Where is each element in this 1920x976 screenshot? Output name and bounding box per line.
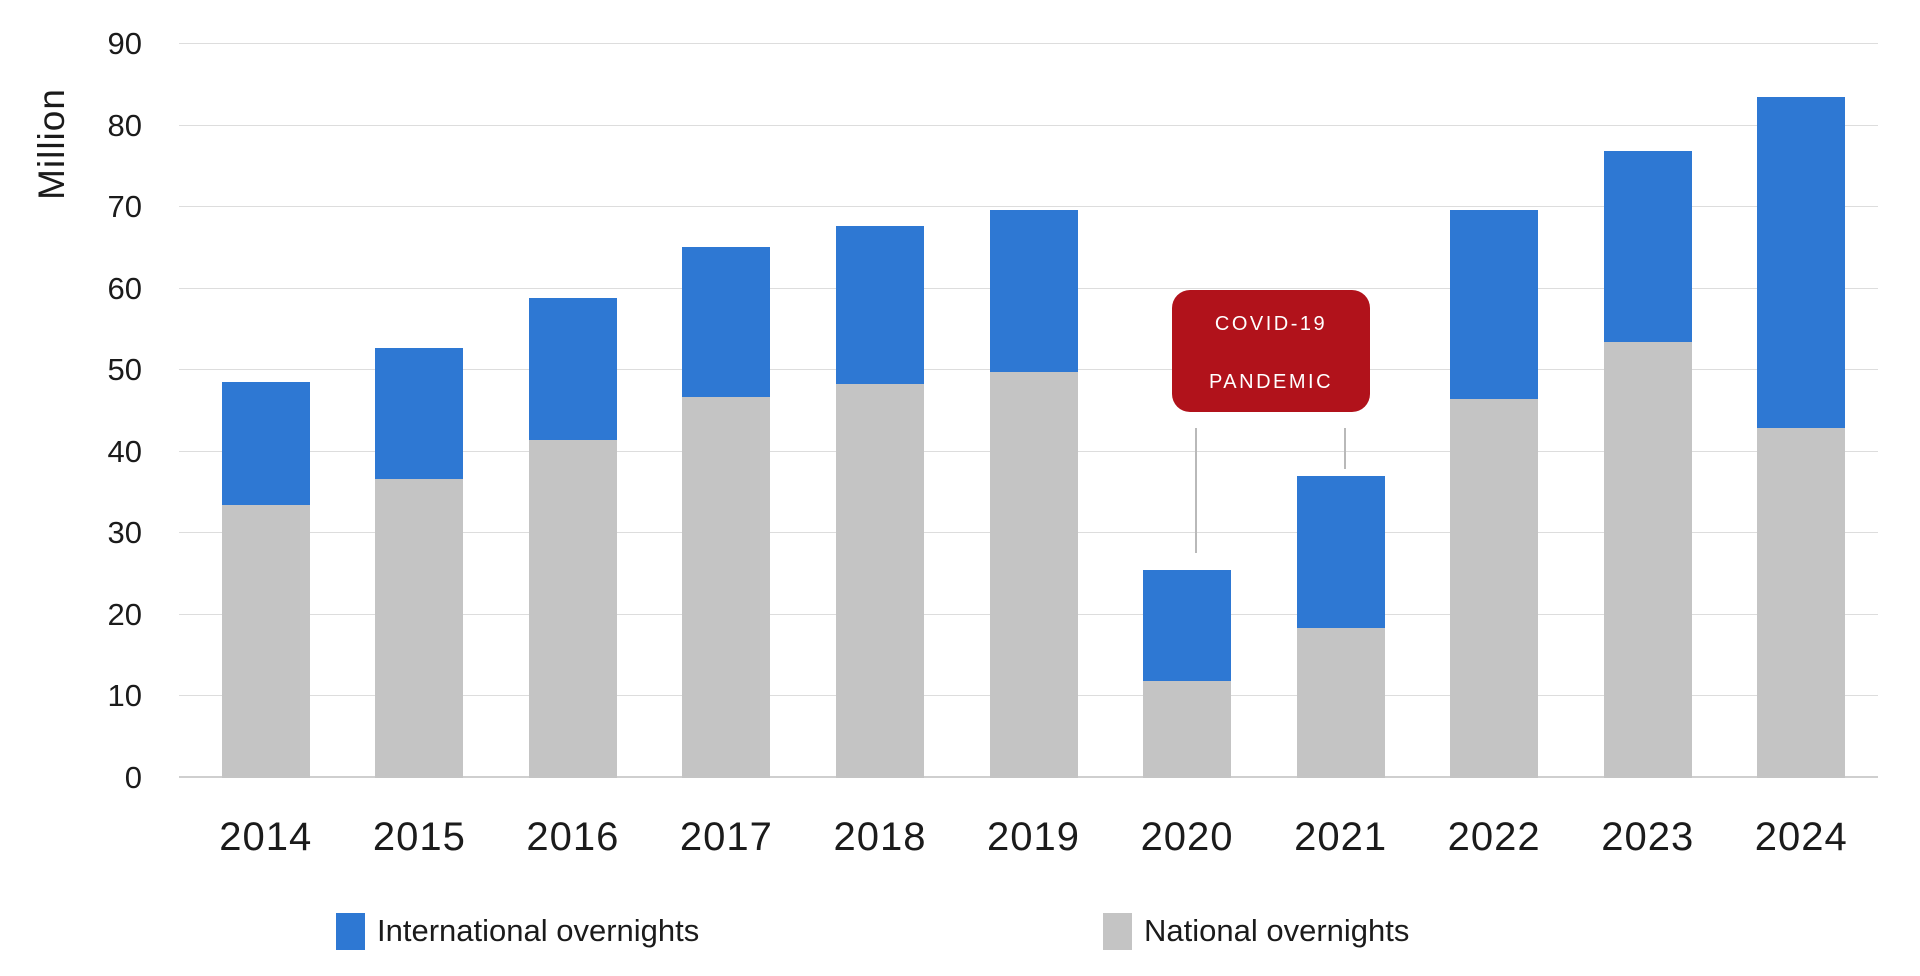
covid-annotation-box: COVID-19 PANDEMIC: [1172, 290, 1370, 412]
x-tick-label-2015: 2015: [372, 814, 466, 859]
bar-band-2014: [189, 44, 343, 778]
bar-2016-international-segment: [528, 297, 617, 440]
stacked-bar-2016: [528, 297, 617, 778]
x-tick-label-2023: 2023: [1601, 814, 1695, 859]
bar-band-2016: [496, 44, 650, 778]
x-axis-tick-labels: 2014 2015 2016 2017 2018 2019 2020 2021 2022 2023…: [189, 806, 1878, 868]
x-tick-label-2020: 2020: [1140, 814, 1234, 859]
bar-2014-international-segment: [221, 382, 310, 505]
bar-2015-international-segment: [375, 348, 464, 479]
bar-2016-national-segment: [528, 439, 617, 778]
bar-2022-national-segment: [1450, 398, 1539, 778]
x-tick-label-2017: 2017: [679, 814, 773, 859]
x-tick-label-2024: 2024: [1754, 814, 1848, 859]
stacked-bar-2015: [375, 348, 464, 778]
y-tick-label-80: 80: [107, 107, 142, 143]
gridline-90: [179, 43, 1878, 44]
stacked-bar-2018: [835, 225, 924, 778]
plot-area: [179, 43, 1878, 778]
bar-2021-national-segment: [1296, 627, 1385, 778]
bar-band-2020: [1110, 44, 1264, 778]
bar-band-2021: [1264, 44, 1418, 778]
y-tick-label-10: 10: [107, 678, 142, 714]
y-tick-label-30: 30: [107, 515, 142, 551]
stacked-bar-2023: [1603, 150, 1692, 778]
bar-2017-international-segment: [682, 247, 771, 398]
legend-swatch-international: [336, 912, 365, 950]
stacked-bar-2020: [1143, 570, 1232, 778]
legend-label-national: National overnights: [1144, 913, 1410, 948]
stacked-bar-2022: [1450, 210, 1539, 778]
y-tick-label-40: 40: [107, 433, 142, 469]
covid-leader-line-2021: [1344, 428, 1346, 469]
bar-2023-national-segment: [1603, 341, 1692, 778]
legend-item-international: International overnights: [336, 912, 699, 950]
covid-annotation-line-1: COVID-19: [1214, 313, 1328, 335]
stacked-bar-2019: [989, 209, 1078, 778]
bar-2019-national-segment: [989, 371, 1078, 778]
legend-item-national: National overnights: [1103, 912, 1409, 950]
bar-2021-international-segment: [1296, 476, 1385, 628]
bar-2015-national-segment: [375, 478, 464, 778]
stacked-bar-2014: [221, 382, 310, 778]
stacked-bar-2021: [1296, 476, 1385, 778]
bar-2024-international-segment: [1757, 97, 1846, 429]
covid-leader-line-2020: [1195, 428, 1197, 553]
gridline-80: [179, 124, 1878, 126]
x-tick-label-2022: 2022: [1447, 814, 1541, 859]
stacked-bar-2024: [1757, 97, 1846, 778]
bar-2017-national-segment: [682, 397, 771, 778]
bar-2023-international-segment: [1603, 150, 1692, 342]
gridline-70: [179, 206, 1878, 208]
bar-2022-international-segment: [1450, 210, 1539, 399]
bar-2018-national-segment: [835, 384, 924, 778]
legend-label-international: International overnights: [377, 913, 700, 948]
bar-band-2023: [1571, 44, 1725, 778]
bar-2019-international-segment: [989, 209, 1078, 372]
bar-band-2022: [1417, 44, 1571, 778]
bar-2024-national-segment: [1757, 428, 1846, 778]
y-tick-label-70: 70: [107, 189, 142, 225]
covid-annotation-line-2: PANDEMIC: [1208, 371, 1334, 393]
y-tick-label-50: 50: [107, 352, 142, 388]
x-tick-label-2019: 2019: [987, 814, 1080, 859]
x-tick-label-2021: 2021: [1294, 814, 1388, 859]
x-tick-label-2016: 2016: [526, 814, 620, 859]
bar-2020-national-segment: [1143, 680, 1232, 778]
stacked-bar-2017: [682, 247, 771, 778]
bar-band-2017: [650, 44, 804, 778]
x-tick-label-2018: 2018: [833, 814, 927, 859]
bar-series-container: [189, 44, 1878, 778]
bar-band-2019: [957, 44, 1111, 778]
bar-band-2024: [1724, 44, 1878, 778]
bar-band-2018: [803, 44, 957, 778]
y-axis-tick-labels: 0 10 20 30 40 50 60 70 80 90: [0, 0, 142, 976]
bar-2018-international-segment: [835, 225, 924, 385]
bar-band-2015: [343, 44, 497, 778]
y-tick-label-0: 0: [124, 760, 142, 795]
y-tick-label-90: 90: [107, 26, 142, 61]
x-tick-label-2014: 2014: [219, 814, 313, 859]
y-tick-label-20: 20: [107, 596, 142, 632]
legend-swatch-national: [1103, 912, 1132, 950]
y-tick-label-60: 60: [107, 270, 142, 306]
bar-2014-national-segment: [221, 504, 310, 778]
bar-2020-international-segment: [1143, 570, 1232, 681]
